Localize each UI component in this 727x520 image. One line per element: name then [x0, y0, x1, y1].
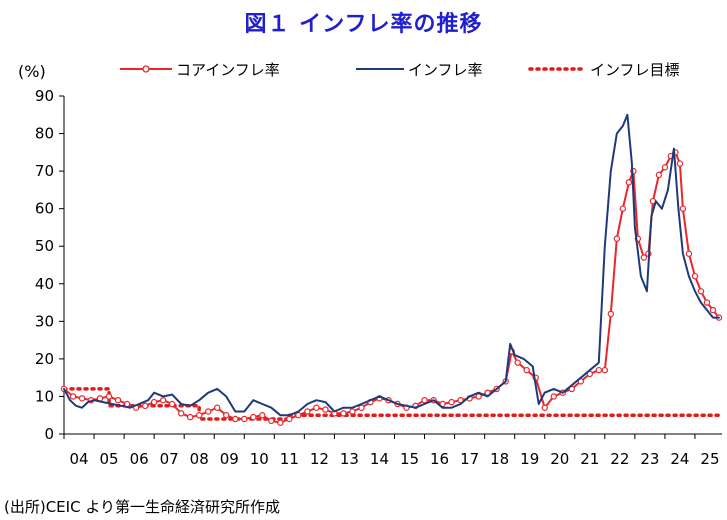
core-inflation-point — [709, 306, 717, 314]
x-tick-label: 04 — [69, 450, 88, 468]
x-tick-label: 25 — [700, 450, 719, 468]
x-tick-label: 22 — [610, 450, 629, 468]
legend-label: コアインフレ率 — [176, 61, 280, 79]
core-inflation-point — [475, 393, 482, 400]
core-inflation-point — [358, 404, 365, 411]
core-inflation-point — [550, 393, 557, 400]
series-core-inflation — [63, 151, 720, 424]
core-inflation-point — [223, 412, 230, 419]
y-tick-label: 40 — [35, 275, 54, 293]
core-inflation-point — [661, 164, 669, 171]
core-inflation-point — [196, 412, 203, 419]
x-tick-label: 21 — [580, 450, 599, 468]
x-tick-label: 07 — [160, 450, 179, 468]
core-inflation-point — [421, 397, 428, 404]
series-inflation-target — [62, 387, 721, 421]
core-inflation-point — [186, 413, 194, 421]
chart-title: 図１ インフレ率の推移 — [244, 12, 483, 37]
core-inflation-point — [595, 366, 603, 374]
core-inflation-point — [625, 179, 633, 186]
x-tick-label: 08 — [190, 450, 209, 468]
core-inflation-point — [141, 402, 149, 410]
x-tick-label: 20 — [550, 450, 569, 468]
core-inflation-point — [613, 235, 621, 242]
y-tick-label: 60 — [35, 200, 54, 218]
x-tick-label: 09 — [220, 450, 239, 468]
core-inflation-point — [232, 415, 239, 423]
legend: コアインフレ率 インフレ率 インフレ目標 — [120, 61, 680, 79]
y-tick-label: 20 — [35, 350, 54, 368]
core-inflation-point — [78, 395, 86, 402]
core-inflation-point — [159, 397, 167, 404]
x-tick-label: 14 — [370, 450, 389, 468]
core-inflation-point — [214, 404, 221, 411]
y-tick-label: 10 — [35, 387, 54, 405]
axes: 0 10 20 30 40 50 60 70 80 90 04 05 06 07 08 09 10 11 12 13 1… — [35, 87, 722, 468]
core-inflation-point — [205, 408, 212, 415]
core-inflation-point — [448, 398, 455, 406]
core-inflation-point — [105, 393, 113, 400]
core-inflation-point — [541, 404, 548, 411]
y-tick-label: 70 — [35, 162, 54, 180]
core-inflation-point — [619, 205, 627, 212]
x-tick-label: 19 — [520, 450, 539, 468]
core-inflation-point — [697, 288, 705, 295]
core-inflation-point — [322, 406, 329, 413]
core-inflation-point — [607, 310, 615, 318]
x-tick-label: 23 — [640, 450, 659, 468]
series-layer — [60, 113, 723, 426]
x-tick-label: 18 — [490, 450, 509, 468]
x-tick-label: 16 — [430, 450, 449, 468]
core-inflation-point — [685, 250, 693, 257]
y-tick-label: 0 — [44, 425, 54, 443]
core-inflation-point — [286, 415, 293, 423]
core-inflation-point — [69, 393, 77, 400]
x-tick-label: 24 — [670, 450, 689, 468]
x-tick-label: 17 — [460, 450, 479, 468]
core-inflation-point — [268, 417, 275, 425]
y-tick-label: 30 — [35, 312, 54, 330]
core-inflation-point — [676, 160, 684, 167]
core-inflation-point — [703, 299, 711, 306]
legend-marker — [142, 65, 150, 73]
core-inflation-point — [313, 404, 320, 411]
core-inflation-point — [177, 410, 185, 417]
y-tick-label: 80 — [35, 125, 54, 143]
x-tick-label: 11 — [280, 450, 299, 468]
core-inflation-point — [349, 408, 356, 415]
source-note: (出所)CEIC より第一生命経済研究所作成 — [4, 498, 281, 516]
core-inflation-point — [241, 415, 248, 423]
y-axis-unit-label: (%) — [18, 62, 46, 81]
x-tick-label: 06 — [130, 450, 149, 468]
core-inflation-point — [295, 412, 302, 419]
core-inflation-point — [168, 400, 176, 408]
x-tick-label: 10 — [250, 450, 269, 468]
core-inflation-point — [340, 410, 347, 417]
core-inflation-point — [114, 397, 122, 404]
x-tick-label: 05 — [100, 450, 119, 468]
x-tick-label: 13 — [340, 450, 359, 468]
x-tick-label: 15 — [400, 450, 419, 468]
core-inflation-point — [150, 398, 158, 406]
series-headline-inflation — [63, 113, 720, 417]
core-inflation-point — [601, 366, 609, 374]
legend-label: インフレ目標 — [590, 61, 680, 79]
core-inflation-point — [277, 419, 284, 426]
core-inflation-point — [691, 273, 699, 280]
x-tick-label: 12 — [310, 450, 329, 468]
core-inflation-point — [250, 413, 257, 421]
y-tick-label: 90 — [35, 87, 54, 105]
core-inflation-point — [523, 366, 530, 374]
legend-label: インフレ率 — [408, 61, 483, 79]
core-inflation-point — [640, 254, 648, 261]
core-inflation-point — [514, 359, 521, 366]
core-inflation-point — [679, 205, 687, 212]
core-inflation-point — [259, 412, 266, 419]
y-tick-label: 50 — [35, 237, 54, 255]
core-inflation-point — [655, 171, 663, 179]
core-inflation-point — [304, 408, 311, 415]
